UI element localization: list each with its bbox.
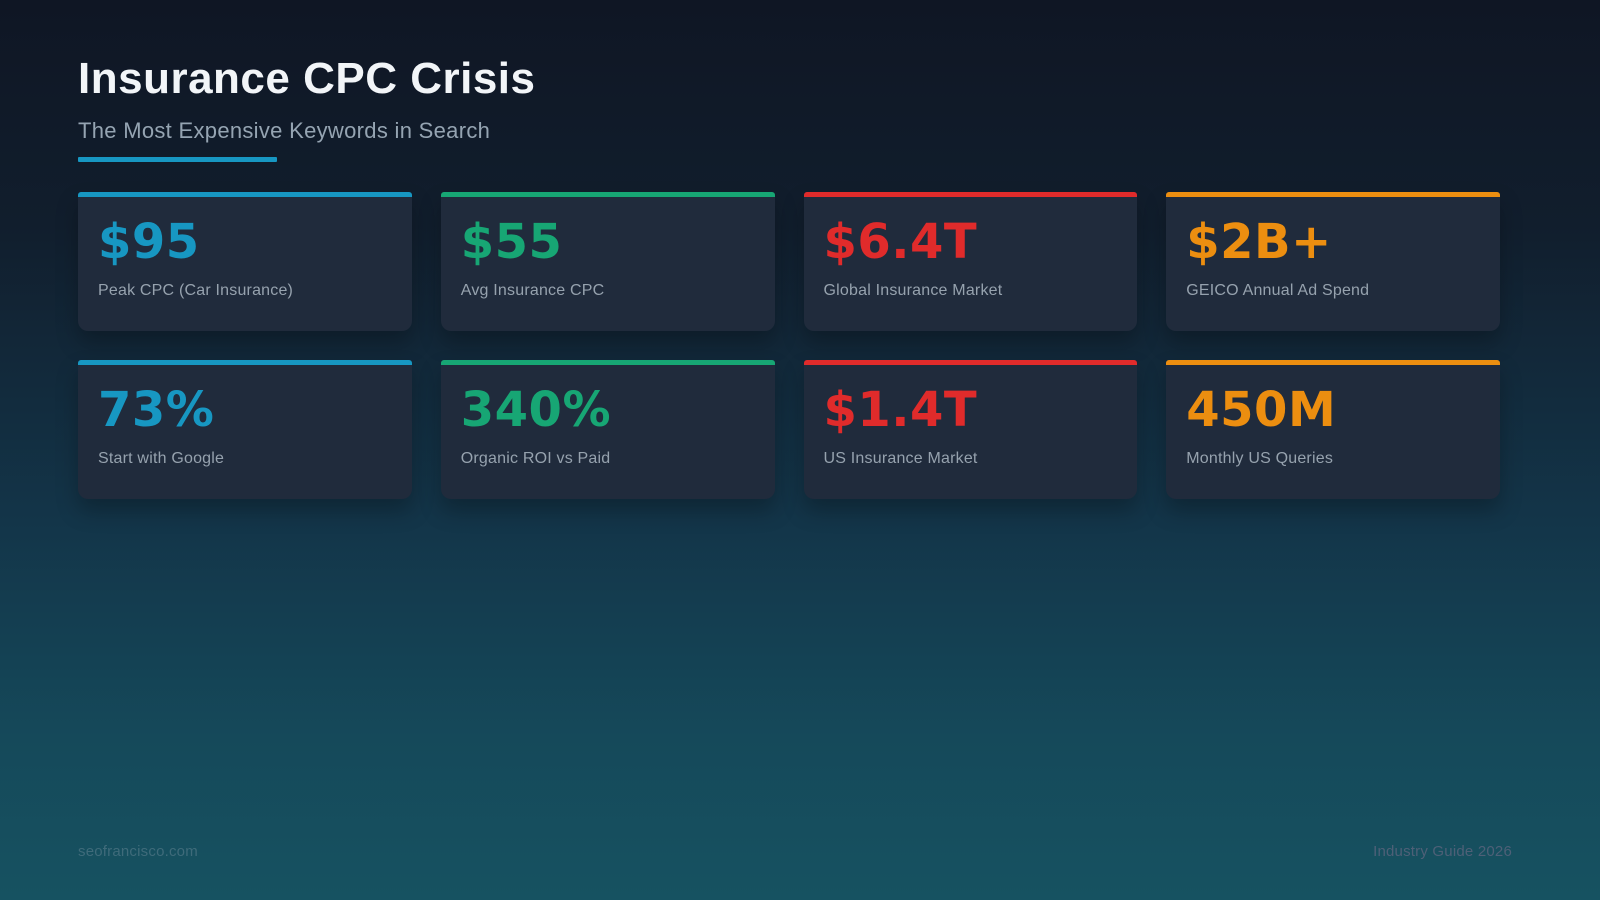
page-title: Insurance CPC Crisis <box>78 54 536 103</box>
stat-card-start-with-google: 73% Start with Google <box>78 360 412 499</box>
stat-card-avg-cpc: $55 Avg Insurance CPC <box>440 192 775 331</box>
card-accent-bar <box>1166 360 1500 365</box>
stat-card-peak-cpc: $95 Peak CPC (Car Insurance) <box>78 192 412 331</box>
page-subtitle: The Most Expensive Keywords in Search <box>78 118 491 144</box>
card-accent-bar <box>803 192 1138 197</box>
footer-brand: seofrancisco.com <box>78 843 198 860</box>
stat-card-geico-ad-spend: $2B+ GEICO Annual Ad Spend <box>1166 192 1500 331</box>
stat-value: $6.4T <box>823 214 978 270</box>
stat-value: 340% <box>460 382 612 438</box>
stat-value: $1.4T <box>823 382 978 438</box>
card-body: 73% Start with Google <box>78 365 412 468</box>
stat-value: 73% <box>98 382 215 438</box>
stats-grid: $95 Peak CPC (Car Insurance) $55 Avg Ins… <box>78 192 1500 499</box>
card-body: $95 Peak CPC (Car Insurance) <box>78 197 412 300</box>
card-accent-bar <box>78 192 412 197</box>
stat-label: GEICO Annual Ad Spend <box>1186 282 1370 299</box>
stat-card-us-market: $1.4T US Insurance Market <box>803 360 1138 499</box>
card-body: $55 Avg Insurance CPC <box>441 197 775 300</box>
title-underline <box>78 157 277 163</box>
stat-label: Organic ROI vs Paid <box>460 450 611 467</box>
card-body: $6.4T Global Insurance Market <box>804 197 1138 300</box>
stat-card-global-market: $6.4T Global Insurance Market <box>803 192 1138 331</box>
header: Insurance CPC Crisis The Most Expensive … <box>78 54 536 163</box>
card-accent-bar <box>440 360 775 365</box>
card-accent-bar <box>78 360 412 365</box>
stat-label: Avg Insurance CPC <box>460 282 605 299</box>
stat-label: Start with Google <box>98 450 225 467</box>
card-accent-bar <box>1166 192 1500 197</box>
card-body: $2B+ GEICO Annual Ad Spend <box>1166 197 1500 300</box>
stat-label: Global Insurance Market <box>823 282 1003 299</box>
card-accent-bar <box>803 360 1138 365</box>
card-body: 450M Monthly US Queries <box>1166 365 1500 468</box>
stat-value: $95 <box>98 214 200 270</box>
card-body: $1.4T US Insurance Market <box>804 365 1138 468</box>
stat-label: Peak CPC (Car Insurance) <box>98 282 294 299</box>
stat-card-monthly-queries: 450M Monthly US Queries <box>1166 360 1500 499</box>
stat-value: $2B+ <box>1186 214 1332 270</box>
card-accent-bar <box>440 192 775 197</box>
card-body: 340% Organic ROI vs Paid <box>441 365 775 468</box>
footer-note: Industry Guide 2026 <box>1373 843 1512 860</box>
stat-value: $55 <box>460 214 563 270</box>
stat-label: US Insurance Market <box>823 450 978 467</box>
stat-card-organic-roi: 340% Organic ROI vs Paid <box>440 360 775 499</box>
stat-label: Monthly US Queries <box>1186 450 1334 467</box>
stat-value: 450M <box>1186 382 1337 438</box>
